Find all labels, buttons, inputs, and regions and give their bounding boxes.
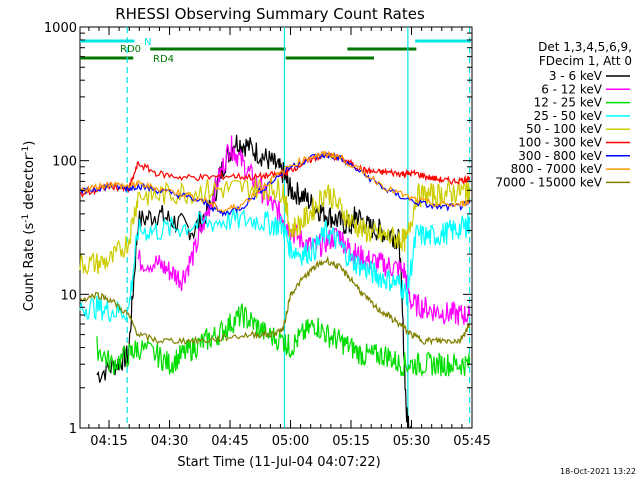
flag-label-RD4: RD4 <box>153 54 174 65</box>
legend-label-5: 100 - 300 keV <box>518 136 602 150</box>
y-label-sup-1: -1 <box>21 214 31 223</box>
legend-label-2: 12 - 25 keV <box>534 96 603 110</box>
legend-label-4: 50 - 100 keV <box>526 122 603 136</box>
y-axis: 1 10 100 1000 <box>44 21 472 437</box>
y-label-part-1: Count Rate (s <box>22 223 37 312</box>
x-axis-label: Start Time (11-Jul-04 04:07:22) <box>177 455 380 470</box>
x-tick-label-6: 05:45 <box>453 434 490 449</box>
x-axis: 04:15 04:30 04:45 05:00 05:15 05:30 05:45 <box>88 27 491 449</box>
chart-title: RHESSI Observing Summary Count Rates <box>115 5 425 23</box>
legend-label-8: 7000 - 15000 keV <box>495 175 602 189</box>
y-tick-label-2: 100 <box>52 155 77 170</box>
x-tick-label-1: 04:30 <box>151 434 188 449</box>
legend-header-line-1: Det 1,3,4,5,6,9, <box>538 40 632 54</box>
legend-header-line-2: FDecim 1, Att 0 <box>539 54 632 68</box>
y-label-part-3: ) <box>22 141 37 146</box>
series-line-2 <box>96 303 471 378</box>
x-tick-label-2: 04:45 <box>211 434 248 449</box>
y-tick-label-3: 1000 <box>44 21 77 36</box>
legend-label-3: 25 - 50 keV <box>534 109 603 123</box>
x-tick-label-5: 05:30 <box>393 434 430 449</box>
series-line-0 <box>96 134 413 429</box>
x-tick-label-0: 04:15 <box>90 434 127 449</box>
series-line-3 <box>79 208 471 323</box>
legend-label-6: 300 - 800 keV <box>518 149 602 163</box>
series-line-8 <box>79 255 471 346</box>
plot-frame <box>79 26 473 429</box>
y-tick-label-1: 10 <box>60 288 77 303</box>
series-line-5 <box>79 150 471 199</box>
flag-label-N: N <box>144 37 151 48</box>
series-group <box>79 134 471 429</box>
series-line-1 <box>137 135 471 326</box>
x-tick-label-3: 05:00 <box>272 434 309 449</box>
footer-date: 18-Oct-2021 13:22 <box>560 467 636 476</box>
legend: Det 1,3,4,5,6,9, FDecim 1, Att 0 3 - 6 k… <box>495 40 632 189</box>
legend-label-1: 6 - 12 keV <box>541 82 603 96</box>
series-line-7 <box>79 150 471 214</box>
y-label-part-2: detector <box>22 154 37 214</box>
legend-label-7: 800 - 7000 keV <box>511 162 603 176</box>
flag-label-RD0: RD0 <box>120 44 141 55</box>
series-line-6 <box>79 150 471 218</box>
y-tick-label-0: 1 <box>69 422 77 437</box>
series-line-4 <box>79 177 471 276</box>
legend-label-0: 3 - 6 keV <box>549 69 603 83</box>
y-label-sup-2: -1 <box>21 146 31 155</box>
x-tick-label-4: 05:15 <box>332 434 369 449</box>
y-axis-label: Count Rate (s-1 detector-1) <box>21 141 37 312</box>
